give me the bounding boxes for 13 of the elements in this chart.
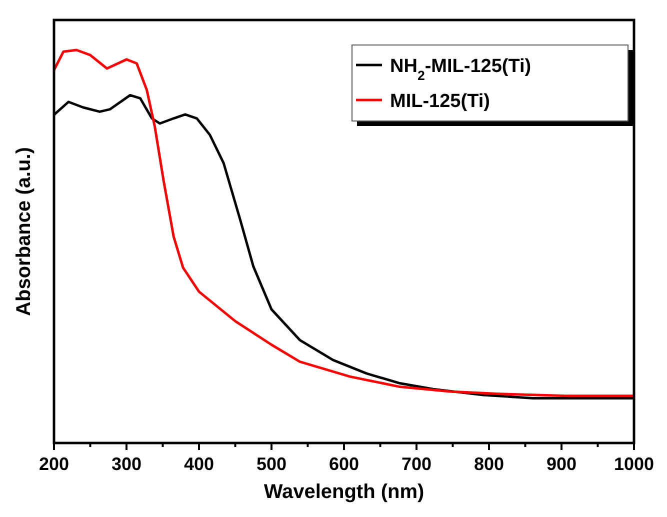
x-tick-label: 300 xyxy=(111,454,142,474)
x-tick-label: 700 xyxy=(401,454,432,474)
x-tick-label: 400 xyxy=(184,454,214,474)
x-axis-title: Wavelength (nm) xyxy=(264,481,424,503)
x-tick-label: 500 xyxy=(256,454,287,474)
x-tick-label: 200 xyxy=(38,454,70,474)
x-tick-label: 1000 xyxy=(614,454,654,474)
x-tick-label: 900 xyxy=(546,454,577,474)
legend-label: NH$_{2}$-MIL-125(Ti) xyxy=(390,56,532,82)
x-tick-label: 800 xyxy=(474,454,504,474)
x-tick-label: 600 xyxy=(328,454,360,474)
legend-label: MIL-125(Ti) xyxy=(390,91,490,112)
y-axis-title: Absorbance (a.u.) xyxy=(13,147,35,316)
